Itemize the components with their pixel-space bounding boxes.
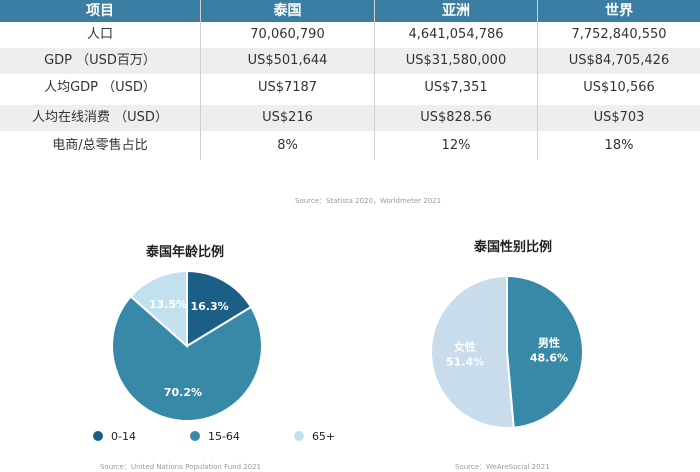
table-cell: US$7187 [257,80,318,95]
legend-swatch-icon [189,431,200,441]
legend-item-0-14: 0-14 [93,430,136,443]
pie-data-label: 女性 51.4% [446,339,484,368]
table-cell: US$828.56 [420,110,492,125]
legend-label: 65+ [311,430,336,443]
legend-swatch-icon [93,431,103,441]
gender-chart-source: Source：WeAreSocial 2021 [455,463,550,471]
table-cell: US$10,566 [583,80,655,95]
pie-slice-15-64 [111,294,263,422]
table-cell: US$216 [262,110,313,125]
pie-slice-- [430,274,515,429]
table-header-thailand: 泰国 [201,0,374,22]
table-source-note: Source：Statista 2020，Worldmeter 2021 [295,197,442,205]
pie-slice-65- [129,269,188,349]
legend-label: 0-14 [111,430,136,443]
table-header-item: 项目 [0,0,200,22]
table-cell: US$501,644 [247,53,328,68]
legend-item-65-plus: 65+ [293,430,336,443]
age-chart-source: Source：United Nations Population Fund 20… [100,463,262,471]
table-row: 人均GDP （USD） US$7187 US$7,351 US$10,566 [0,75,700,101]
table-row: GDP （USD百万） US$501,644 US$31,580,000 US$… [0,48,700,74]
pie-data-label: 70.2% [164,386,202,399]
table-cell: 人均GDP （USD） [44,80,156,95]
table-cell: 人均在线消费 （USD） [32,110,168,125]
table-cell: 70,060,790 [250,27,325,42]
table-cell: US$703 [593,110,645,125]
gender-pie-chart: 男性 48.6% 女性 51.4% [430,274,584,429]
table-cell: 4,641,054,786 [408,27,504,42]
table-cell: 8% [277,138,298,153]
table-header-asia: 亚洲 [375,0,537,22]
age-legend: 0-14 15-64 65+ [93,430,335,443]
pie-data-label: 13.5% [149,298,187,311]
pie-slice-0-14 [186,269,253,348]
table-cell: 电商/总零售占比 [52,138,148,153]
column-divider [374,0,375,160]
pie-slice-- [506,274,584,429]
table-row: 人均在线消费 （USD） US$216 US$828.56 US$703 [0,105,700,131]
column-divider [200,0,201,160]
pie-data-label: 男性 48.6% [530,336,568,365]
age-pie-chart: 16.3% 70.2% 13.5% [111,269,263,422]
column-divider [537,0,538,160]
table-cell: 12% [441,138,471,153]
table-cell: GDP （USD百万） [44,53,156,68]
table-cell: 人口 [86,27,113,42]
table-cell: US$7,351 [424,80,488,95]
gender-chart-title: 泰国性别比例 [474,240,553,255]
pie-data-label: 16.3% [190,300,228,313]
table-header-world: 世界 [538,0,700,22]
age-chart-title: 泰国年龄比例 [146,245,225,260]
table-row: 电商/总零售占比 8% 12% 18% [0,133,700,159]
table-cell: US$84,705,426 [568,53,670,68]
table-cell: 18% [604,138,634,153]
legend-item-15-64: 15-64 [189,430,240,443]
table-row: 人口 70,060,790 4,641,054,786 7,752,840,55… [0,22,700,48]
table-cell: US$31,580,000 [405,53,507,68]
legend-label: 15-64 [207,430,240,443]
table-cell: 7,752,840,550 [571,27,667,42]
legend-swatch-icon [293,431,304,441]
